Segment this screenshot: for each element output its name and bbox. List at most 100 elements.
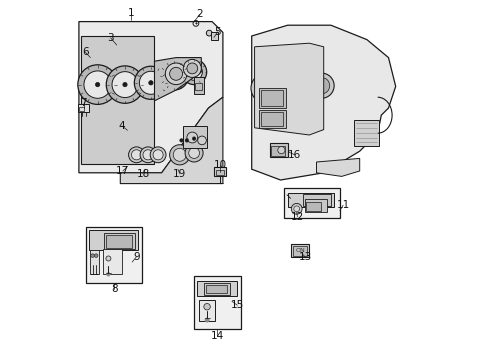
Bar [292, 246, 306, 256]
Polygon shape [81, 36, 154, 164]
Circle shape [250, 73, 281, 103]
Bar [213, 167, 225, 176]
Text: 8: 8 [111, 284, 117, 294]
Text: 12: 12 [290, 212, 304, 222]
Polygon shape [120, 97, 223, 184]
Circle shape [179, 139, 183, 142]
Bar [104, 233, 134, 249]
Bar [270, 146, 284, 156]
Text: 11: 11 [336, 200, 349, 210]
Circle shape [256, 78, 275, 98]
Circle shape [134, 66, 167, 99]
Circle shape [122, 82, 127, 87]
Bar [306, 202, 320, 211]
Bar [204, 283, 230, 295]
Circle shape [106, 66, 143, 103]
Bar [211, 32, 218, 40]
Circle shape [164, 66, 184, 86]
Bar [291, 244, 309, 257]
Circle shape [206, 30, 212, 36]
Text: 2: 2 [196, 9, 203, 19]
Circle shape [181, 59, 206, 85]
Text: 4: 4 [119, 121, 125, 131]
Circle shape [185, 144, 203, 162]
Bar [194, 77, 204, 94]
Circle shape [106, 273, 110, 276]
Circle shape [140, 147, 156, 163]
Text: 19: 19 [173, 168, 186, 179]
Circle shape [313, 77, 329, 94]
Text: 13: 13 [298, 252, 311, 262]
Bar [86, 227, 142, 283]
Bar [90, 250, 99, 274]
Circle shape [183, 59, 201, 77]
Polygon shape [316, 158, 359, 176]
Circle shape [106, 256, 111, 261]
Bar [258, 110, 285, 128]
Circle shape [94, 254, 98, 257]
Bar [269, 143, 287, 157]
Circle shape [271, 68, 302, 98]
Text: 10: 10 [213, 160, 226, 170]
Circle shape [142, 150, 153, 160]
Circle shape [277, 73, 296, 93]
Bar [260, 90, 283, 106]
Circle shape [188, 148, 199, 158]
Circle shape [172, 73, 176, 78]
Bar [106, 235, 132, 248]
Circle shape [131, 150, 141, 160]
Circle shape [165, 63, 186, 85]
Bar [305, 199, 326, 212]
Bar [195, 83, 201, 90]
Circle shape [277, 147, 285, 154]
Circle shape [185, 139, 188, 142]
Text: 7: 7 [80, 98, 87, 108]
Circle shape [295, 75, 313, 93]
Circle shape [112, 72, 138, 98]
Bar [197, 281, 236, 296]
Circle shape [148, 81, 153, 85]
Text: 16: 16 [288, 150, 301, 160]
Bar [199, 300, 214, 321]
Text: 6: 6 [82, 47, 88, 57]
Text: 14: 14 [210, 330, 224, 341]
Bar [103, 249, 122, 274]
Circle shape [185, 64, 202, 80]
Bar [205, 285, 226, 293]
Bar [78, 104, 89, 112]
Text: 1: 1 [127, 8, 134, 18]
Circle shape [192, 137, 196, 140]
Text: 18: 18 [136, 168, 149, 179]
Circle shape [291, 203, 302, 214]
Circle shape [173, 148, 186, 161]
Circle shape [91, 254, 94, 257]
Circle shape [192, 70, 196, 74]
Bar [183, 126, 206, 148]
Circle shape [291, 70, 318, 97]
Circle shape [160, 61, 188, 90]
Bar [194, 276, 241, 329]
Circle shape [139, 71, 162, 94]
Text: ON: ON [295, 248, 305, 253]
Circle shape [308, 73, 333, 98]
Bar [302, 194, 330, 206]
Circle shape [84, 71, 111, 98]
Bar [287, 193, 334, 207]
Circle shape [186, 63, 197, 74]
Text: 5: 5 [214, 27, 221, 37]
Text: 15: 15 [230, 300, 244, 310]
Bar [215, 170, 224, 175]
Circle shape [186, 132, 197, 143]
Bar [354, 120, 378, 146]
Polygon shape [254, 43, 323, 135]
Bar [284, 188, 339, 218]
Circle shape [203, 303, 210, 310]
Polygon shape [251, 25, 395, 180]
Circle shape [95, 82, 100, 87]
Text: 9: 9 [133, 252, 140, 262]
Circle shape [128, 147, 144, 163]
Circle shape [153, 150, 163, 160]
Polygon shape [154, 58, 201, 101]
Circle shape [78, 65, 117, 104]
Bar [89, 230, 137, 250]
